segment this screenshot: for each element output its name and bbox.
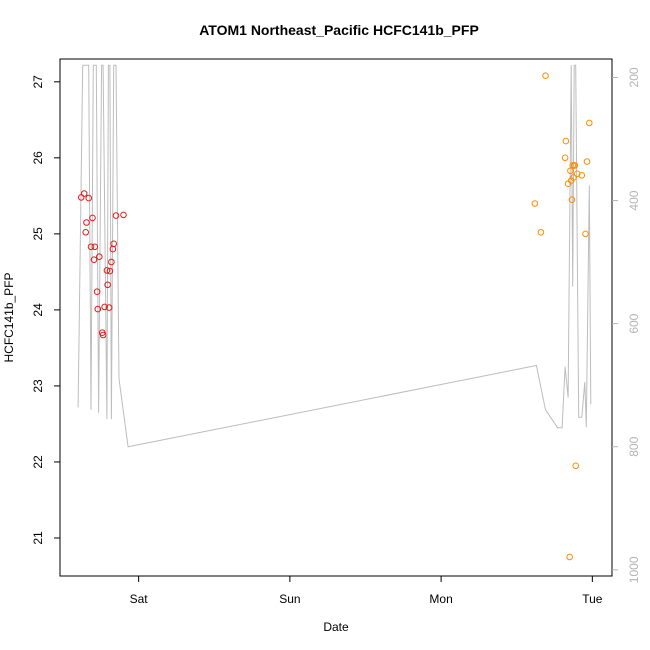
data-point-orange: [566, 553, 574, 561]
data-point-red: [82, 229, 89, 236]
data-point-orange: [567, 167, 574, 175]
y-axis: 21 22 23 24 25 26 27: [31, 75, 60, 545]
y-tick-label: 23: [31, 379, 45, 393]
y-tick-label: 26: [31, 151, 45, 165]
data-point-orange: [571, 162, 579, 169]
x-tick-label: Sun: [279, 592, 300, 606]
altitude-line: [77, 64, 592, 448]
y2-tick-label: 400: [627, 190, 641, 210]
chart-title: ATOM1 Northeast_Pacific HCFC141b_PFP: [199, 22, 479, 38]
data-point-orange: [586, 119, 593, 127]
x-tick-label: Sat: [130, 592, 149, 606]
data-point-orange: [568, 196, 576, 203]
data-point-red: [83, 219, 90, 226]
data-point-orange: [573, 170, 581, 178]
plot-frame: [59, 58, 613, 577]
data-point-red: [96, 253, 103, 261]
altitude-line-group: [77, 64, 592, 448]
data-point-red: [105, 304, 113, 311]
data-point-red: [93, 288, 101, 296]
data-point-red: [99, 331, 107, 339]
data-point-orange: [582, 230, 589, 238]
y2-axis: 200 400 600 800 1000: [612, 67, 641, 583]
data-point-orange: [578, 172, 586, 179]
data-point-red: [89, 214, 96, 222]
x-tick-label: Tue: [582, 592, 603, 606]
y-tick-label: 22: [31, 455, 45, 469]
data-point-red: [104, 281, 111, 289]
data-point-red: [101, 303, 108, 311]
y-tick-label: 21: [31, 531, 45, 545]
data-point-orange: [583, 158, 591, 165]
y2-tick-label: 200: [627, 67, 641, 87]
y2-tick-label: 600: [627, 313, 641, 333]
data-point-orange: [531, 200, 539, 207]
data-point-red: [112, 212, 120, 219]
data-point-red: [108, 258, 115, 266]
data-point-red: [106, 267, 114, 275]
y-axis-label: HCFC141b_PFP: [2, 272, 16, 362]
data-point-red: [110, 240, 117, 248]
data-point-red: [85, 194, 92, 202]
data-point-orange: [572, 462, 580, 470]
data-point-red: [120, 211, 127, 219]
data-point-orange: [562, 137, 570, 145]
x-tick-label: Mon: [429, 592, 452, 606]
data-point-orange: [570, 174, 577, 181]
y-tick-label: 25: [31, 227, 45, 241]
y2-tick-label: 1000: [627, 556, 641, 583]
data-point-red: [80, 190, 88, 197]
data-point-red: [87, 243, 95, 251]
data-point-orange: [542, 72, 549, 79]
data-point-red: [90, 256, 98, 264]
scatter-points-group: [77, 72, 593, 561]
data-point-orange: [561, 154, 569, 162]
data-point-red: [91, 243, 99, 251]
y-tick-label: 27: [31, 75, 45, 89]
data-point-red: [94, 305, 102, 313]
data-point-red: [103, 267, 111, 274]
y-tick-label: 24: [31, 303, 45, 317]
x-axis-label: Date: [323, 620, 349, 634]
x-axis: Sat Sun Mon Tue: [130, 576, 603, 606]
y2-tick-label: 800: [627, 436, 641, 456]
data-point-orange: [537, 229, 545, 236]
